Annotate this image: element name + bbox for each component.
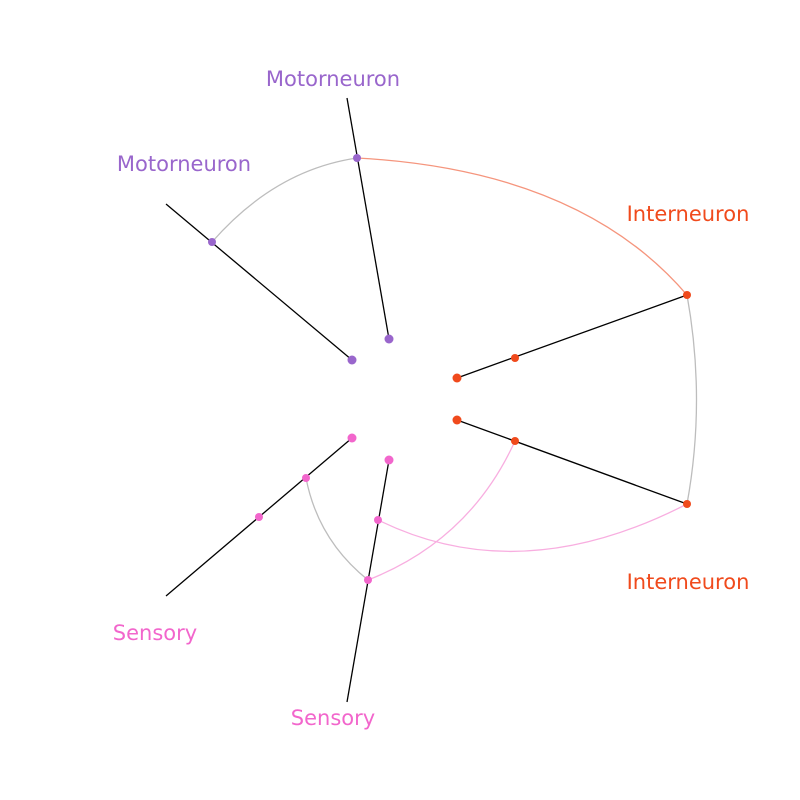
axis-label-motor-b: Motorneuron xyxy=(117,152,251,176)
node-inter-b xyxy=(452,415,462,425)
node-sensory-a xyxy=(347,433,357,443)
link-sensory-interneuron-a xyxy=(377,503,688,552)
links-layer xyxy=(211,157,698,581)
link-motor-motor xyxy=(211,157,358,243)
node-inter-b xyxy=(511,437,519,445)
link-interneuron-interneuron xyxy=(686,294,698,505)
link-motor-interneuron xyxy=(356,157,688,296)
labels-layer: Motorneuron Motorneuron Interneuron Inte… xyxy=(113,67,750,730)
axis-label-sensory-a: Sensory xyxy=(113,621,197,645)
axis-label-motor-a: Motorneuron xyxy=(266,67,400,91)
node-sensory-b xyxy=(374,516,382,524)
node-inter-a xyxy=(452,373,462,383)
axis-line-motor-a xyxy=(346,97,390,340)
node-motor-a xyxy=(353,154,361,162)
node-motor-b xyxy=(208,238,216,246)
node-inter-a xyxy=(511,354,519,362)
axis-label-sensory-b: Sensory xyxy=(291,706,375,730)
node-motor-a xyxy=(384,334,394,344)
link-sensory-sensory xyxy=(305,477,369,581)
node-sensory-b xyxy=(384,455,394,465)
link-sensory-interneuron-b xyxy=(367,440,516,581)
axis-label-inter-b: Interneuron xyxy=(627,570,750,594)
axis-line-inter-b xyxy=(456,419,688,505)
node-motor-b xyxy=(347,355,357,365)
nodes-layer xyxy=(208,154,691,584)
node-inter-b xyxy=(683,500,691,508)
node-sensory-b xyxy=(364,576,372,584)
node-inter-a xyxy=(683,291,691,299)
node-sensory-a xyxy=(255,513,263,521)
node-sensory-a xyxy=(302,474,310,482)
axes-layer xyxy=(165,97,688,703)
axis-label-inter-a: Interneuron xyxy=(627,202,750,226)
axis-line-inter-a xyxy=(456,294,688,379)
axis-line-motor-b xyxy=(165,203,353,361)
